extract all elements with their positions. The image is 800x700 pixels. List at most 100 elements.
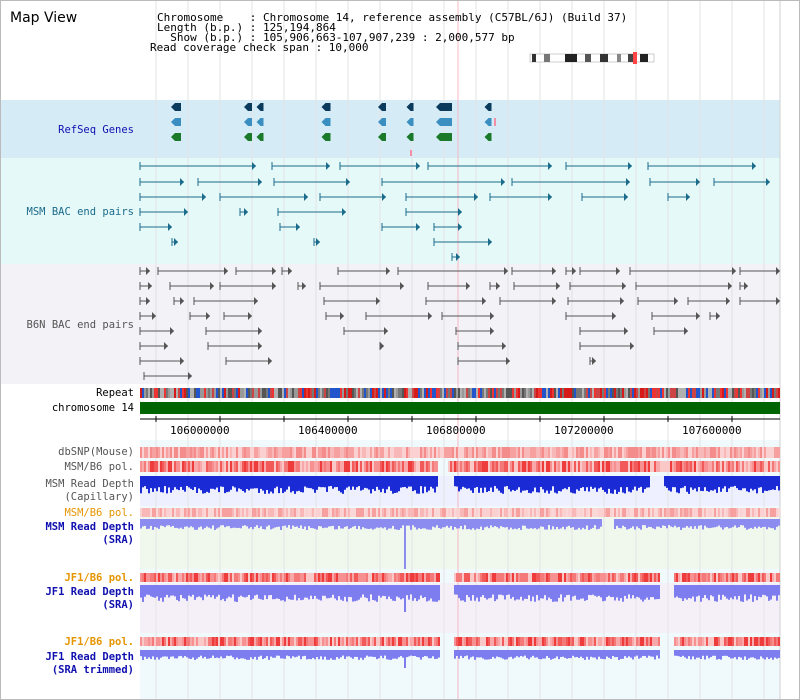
gene-arrow: [321, 118, 326, 126]
heat-cell: [174, 461, 176, 472]
depth-bar: [462, 476, 464, 487]
heat-cell: [300, 508, 302, 517]
repeat-segment: [508, 388, 510, 398]
heat-cell: [638, 637, 640, 646]
msm-b6-pol-label[interactable]: MSM/B6 pol.: [64, 461, 134, 473]
jf1-b6-pol2-track[interactable]: [140, 637, 780, 646]
depth-bar: [626, 476, 628, 488]
heat-cell: [260, 637, 262, 646]
heat-cell: [380, 447, 382, 458]
heat-cell: [272, 447, 274, 458]
heat-cell: [162, 461, 164, 472]
heat-cell: [578, 461, 580, 472]
refseq-label[interactable]: RefSeq Genes: [58, 124, 134, 136]
repeat-label[interactable]: Repeat: [96, 387, 134, 399]
depth-bar: [652, 650, 654, 657]
depth-bar: [392, 585, 394, 601]
heat-cell: [182, 573, 184, 582]
jf1-b6-pol-track[interactable]: [140, 573, 780, 582]
msm-b6-pol2-track[interactable]: [140, 508, 780, 517]
heat-cell: [428, 447, 430, 458]
heat-cell: [222, 461, 224, 472]
depth-bar: [518, 585, 520, 600]
msm-b6-pol-track[interactable]: [140, 461, 780, 472]
msm-depth-cap-label[interactable]: MSM Read Depth: [45, 478, 134, 490]
dbsnp-label[interactable]: dbSNP(Mouse): [58, 446, 134, 458]
depth-bar: [290, 585, 292, 600]
length-info: Length (b.p.) : 125,194,864: [157, 22, 336, 33]
depth-bar: [476, 476, 478, 488]
heat-cell: [688, 637, 690, 646]
heat-cell: [350, 447, 352, 458]
jf1-depth-trim-track[interactable]: [140, 650, 780, 668]
jf1-pol2-label[interactable]: JF1/B6 pol.: [64, 636, 134, 648]
b6n-bac-label[interactable]: B6N BAC end pairs: [26, 319, 134, 331]
depth-bar: [500, 650, 502, 658]
bac-end-arrow: [458, 223, 462, 231]
heat-cell: [250, 637, 252, 646]
heat-cell: [588, 637, 590, 646]
depth-bar: [576, 585, 578, 600]
heat-cell: [382, 637, 384, 646]
heat-cell: [582, 508, 584, 517]
heat-cell: [200, 637, 202, 646]
depth-bar: [302, 650, 304, 657]
msm-b6-pol2-label[interactable]: MSM/B6 pol.: [64, 507, 134, 519]
heat-cell: [592, 573, 594, 582]
depth-bar: [464, 585, 466, 602]
heat-cell: [402, 461, 404, 472]
depth-bar: [594, 519, 596, 526]
repeat-segment: [154, 388, 156, 398]
msm-depth-sra-label[interactable]: MSM Read Depth: [45, 521, 134, 533]
heat-cell: [398, 637, 400, 646]
jf1-depth-sra-label[interactable]: JF1 Read Depth: [45, 586, 134, 598]
depth-bar: [352, 476, 354, 487]
repeat-segment: [200, 388, 202, 398]
depth-bar: [504, 585, 506, 600]
heat-cell: [230, 461, 232, 472]
heat-cell: [192, 461, 194, 472]
repeat-segment: [506, 388, 508, 398]
repeat-track[interactable]: [140, 388, 780, 398]
heat-cell: [326, 637, 328, 646]
repeat-segment: [180, 388, 182, 398]
repeat-segment: [226, 388, 228, 398]
heat-cell: [568, 461, 570, 472]
depth-bar: [600, 519, 602, 527]
heat-cell: [752, 461, 754, 472]
depth-bar: [654, 585, 656, 600]
depth-bar: [190, 650, 192, 660]
depth-bar: [738, 650, 740, 657]
heat-cell: [582, 461, 584, 472]
jf1-pol-label[interactable]: JF1/B6 pol.: [64, 572, 134, 584]
depth-bar: [248, 519, 250, 529]
depth-bar: [672, 519, 674, 528]
heat-cell: [404, 508, 406, 517]
depth-bar: [452, 519, 454, 530]
depth-bar: [474, 585, 476, 601]
depth-bar: [514, 650, 516, 658]
repeat-segment: [190, 388, 192, 398]
depth-bar: [184, 519, 186, 527]
heat-cell: [610, 461, 612, 472]
heat-cell: [560, 573, 562, 582]
dbsnp-track[interactable]: [140, 447, 780, 458]
msm-bac-label[interactable]: MSM BAC end pairs: [26, 206, 134, 218]
depth-bar: [770, 519, 772, 529]
depth-bar: [258, 650, 260, 657]
heat-cell: [504, 447, 506, 458]
refseq-genes-track[interactable]: [171, 103, 496, 156]
depth-bar: [584, 650, 586, 660]
b6n-bac-track[interactable]: [139, 267, 780, 380]
msm-depth-capillary-track[interactable]: [140, 476, 780, 494]
jf1-depth-trim-label[interactable]: JF1 Read Depth: [45, 651, 134, 663]
depth-bar: [538, 585, 540, 601]
msm-depth-sra-track[interactable]: [140, 519, 780, 569]
heat-cell: [236, 447, 238, 458]
heat-cell: [492, 637, 494, 646]
msm-bac-track[interactable]: [139, 162, 770, 261]
chromosome-ideogram[interactable]: [529, 52, 655, 64]
heat-cell: [452, 447, 454, 458]
jf1-depth-sra-track[interactable]: [140, 585, 780, 612]
